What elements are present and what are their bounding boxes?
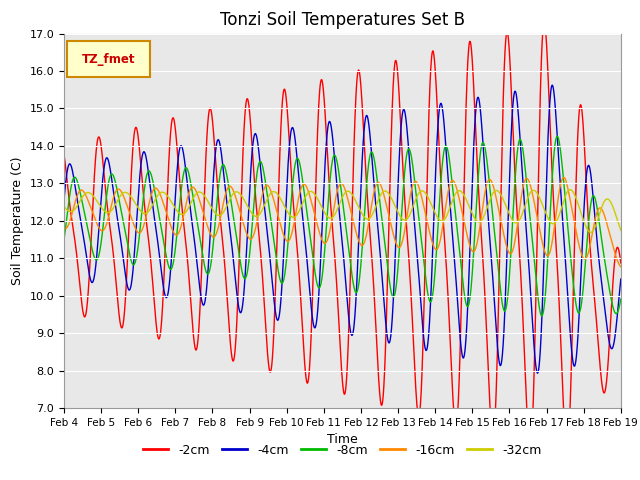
FancyBboxPatch shape (67, 41, 150, 77)
Legend: -2cm, -4cm, -8cm, -16cm, -32cm: -2cm, -4cm, -8cm, -16cm, -32cm (138, 439, 547, 462)
Y-axis label: Soil Temperature (C): Soil Temperature (C) (11, 156, 24, 285)
Title: Tonzi Soil Temperatures Set B: Tonzi Soil Temperatures Set B (220, 11, 465, 29)
Text: TZ_fmet: TZ_fmet (82, 52, 135, 66)
X-axis label: Time: Time (327, 433, 358, 446)
